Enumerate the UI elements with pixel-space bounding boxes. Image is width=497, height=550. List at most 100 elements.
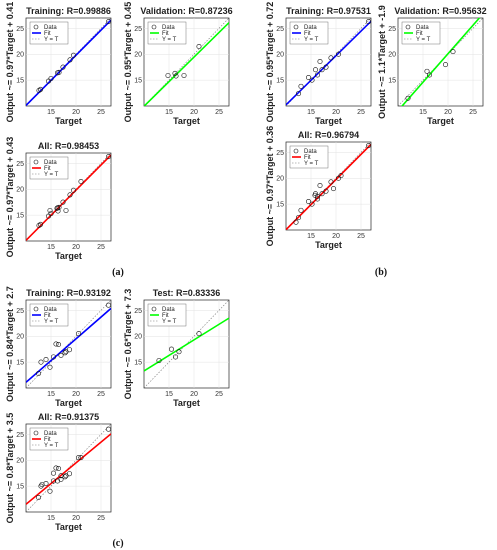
data-point (173, 354, 179, 360)
data-point (67, 471, 73, 477)
data-point (43, 357, 49, 363)
y-tick-label: 15 (16, 360, 24, 367)
y-tick-label: 25 (134, 308, 142, 315)
data-point (338, 173, 344, 179)
y-tick-label: 20 (16, 458, 24, 465)
data-point (305, 199, 311, 205)
legend-label: Fit (44, 31, 51, 37)
legend-label: Y = T (44, 443, 59, 449)
data-point (295, 91, 301, 97)
legend-box (29, 156, 69, 180)
data-point (106, 154, 111, 160)
data-point (58, 476, 64, 482)
fit-line (26, 19, 111, 106)
data-point (317, 58, 323, 64)
data-point (56, 69, 62, 75)
fit-line (286, 20, 371, 106)
legend-data-marker (33, 159, 39, 165)
legend-data-marker (33, 24, 39, 30)
plot-content (26, 300, 111, 388)
legend-label: Y = T (304, 37, 319, 43)
x-tick-label: 25 (97, 391, 105, 398)
data-point (196, 331, 202, 337)
data-point (169, 346, 175, 352)
legend-label: Y = T (162, 319, 177, 325)
y-axis-label: Output ~= 0.95*Target + 0.72 (265, 2, 275, 123)
x-axis-label: Target (55, 522, 82, 532)
legend-data-marker (151, 306, 157, 312)
x-tick-label: 20 (72, 109, 80, 116)
legend-box (289, 145, 329, 169)
legend-box (29, 21, 69, 45)
data-point (319, 67, 325, 73)
legend-label: Data (304, 149, 317, 155)
y-tick-label: 25 (16, 308, 24, 315)
y-tick-label: 20 (134, 334, 142, 341)
identity-line (26, 300, 111, 388)
data-point (35, 495, 41, 501)
y-tick-label: 15 (16, 213, 24, 220)
x-tick-label: 15 (165, 109, 173, 116)
legend-label: Fit (416, 31, 423, 37)
x-axis-label: Target (427, 116, 454, 126)
data-point (298, 83, 304, 89)
y-tick-label: 15 (134, 360, 142, 367)
y-tick-label: 15 (276, 202, 284, 209)
legend-label: Y = T (44, 319, 59, 325)
x-axis-label: Target (55, 398, 82, 408)
panel-title: Validation: R=0.87236 (140, 6, 232, 16)
data-point (56, 204, 62, 210)
legend-label: Data (44, 307, 57, 313)
plot-content (398, 18, 483, 106)
data-point (67, 192, 73, 198)
y-tick-label: 25 (16, 26, 24, 33)
data-point (317, 182, 323, 188)
legend-label: Data (304, 25, 317, 31)
y-axis-label: Output ~= 0.8*Target + 3.5 (5, 413, 15, 524)
data-point (295, 215, 301, 221)
legend-data-marker (151, 24, 157, 30)
data-point (312, 67, 318, 73)
x-tick-label: 25 (215, 391, 223, 398)
data-point (60, 199, 66, 205)
data-point (76, 331, 82, 337)
data-point (335, 175, 341, 181)
y-tick-label: 25 (276, 26, 284, 33)
fit-line (401, 18, 481, 106)
plot-content (286, 142, 371, 230)
y-tick-label: 20 (388, 52, 396, 59)
data-point (38, 483, 44, 489)
data-point (47, 207, 53, 213)
y-tick-label: 15 (16, 78, 24, 85)
legend-label: Fit (44, 166, 51, 172)
data-point (55, 342, 61, 348)
y-axis-label: Output ~= 0.84*Target + 2.7 (5, 286, 15, 402)
data-point (314, 72, 320, 78)
data-point (55, 466, 61, 472)
data-point (36, 87, 42, 93)
data-point (323, 188, 329, 194)
legend-label: Y = T (162, 37, 177, 43)
x-tick-label: 25 (357, 109, 365, 116)
legend-label: Fit (44, 437, 51, 443)
fit-line (144, 22, 229, 106)
data-point (309, 77, 315, 83)
data-point (50, 478, 56, 484)
y-axis-label: Output ~= 1.1*Target + -1.9 (377, 5, 387, 119)
y-tick-label: 25 (16, 432, 24, 439)
data-point (173, 73, 179, 79)
legend-label: Data (162, 307, 175, 313)
y-tick-label: 20 (276, 176, 284, 183)
figure-label-a: (a) (112, 267, 124, 278)
y-tick-label: 25 (134, 26, 142, 33)
legend-label: Y = T (304, 161, 319, 167)
y-tick-label: 20 (16, 52, 24, 59)
y-tick-label: 15 (388, 78, 396, 85)
data-point (298, 207, 304, 213)
x-axis-label: Target (315, 116, 342, 126)
